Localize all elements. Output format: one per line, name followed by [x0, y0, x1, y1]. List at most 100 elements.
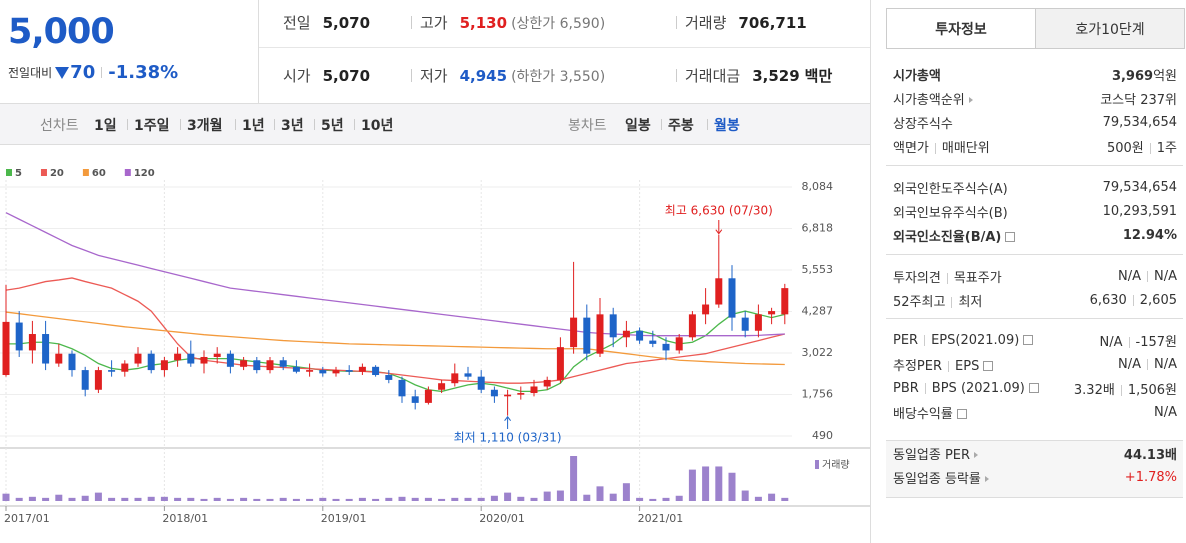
candle-button[interactable]: 주봉	[668, 118, 694, 134]
info-value: 6,630 2,605	[1090, 293, 1177, 308]
candle-body	[741, 317, 749, 331]
candle-body	[2, 321, 10, 376]
info-row: 동일업종 등락률 +1.78%	[893, 467, 1177, 487]
volume-bar	[2, 493, 10, 501]
value-part: N/A	[1118, 356, 1141, 372]
period-button[interactable]: 10년	[361, 118, 394, 134]
legend-swatch	[40, 169, 47, 176]
candle-button[interactable]: 일봉	[625, 118, 651, 134]
info-label[interactable]: 시가총액순위	[893, 89, 973, 108]
separator	[314, 119, 315, 130]
candle-body	[319, 370, 327, 374]
info-value: 79,534,654	[1102, 179, 1177, 195]
period-button[interactable]: 1년	[242, 118, 265, 134]
info-label[interactable]: 동일업종 PER	[893, 444, 979, 463]
tab[interactable]: 호가10단계	[1035, 8, 1185, 49]
volume-bar	[81, 495, 89, 501]
info-label: 배당수익률	[893, 403, 967, 422]
volume-bar	[253, 498, 261, 501]
stat: 시가 5,070	[283, 65, 370, 86]
value-part: 2,605	[1139, 292, 1177, 308]
value-part: 500원	[1106, 140, 1144, 156]
volume-bar	[200, 498, 208, 501]
volume-bar	[213, 497, 221, 501]
separator	[946, 272, 948, 284]
legend-swatch	[82, 169, 89, 176]
volume-bar	[28, 496, 36, 501]
candle-body	[556, 347, 564, 380]
period-button[interactable]: 3개월	[187, 118, 223, 134]
info-row: 외국인소진율(B/A) 12.94%	[893, 225, 1177, 245]
change-rate: -1.38%	[108, 62, 179, 83]
candle-body	[332, 370, 340, 374]
volume-bar	[187, 497, 195, 501]
stat-label: 거래대금	[685, 67, 741, 85]
candle-body	[226, 353, 234, 367]
change-box: 전일대비 70 -1.38%	[8, 62, 178, 83]
x-tick-label: 2021/01	[638, 512, 684, 525]
info-label: 액면가 매매단위	[893, 137, 990, 156]
period-button[interactable]: 1주일	[134, 118, 170, 134]
help-icon[interactable]	[983, 361, 994, 371]
volume-bar	[768, 493, 776, 501]
candle-body	[174, 353, 182, 361]
label-text[interactable]: 동일업종 PER	[893, 447, 971, 463]
value-part: 1주	[1156, 140, 1177, 156]
separator	[676, 16, 677, 29]
help-icon[interactable]	[1005, 232, 1016, 242]
arrow	[968, 97, 973, 103]
info-label: PBR BPS (2021.09)	[893, 381, 1039, 396]
y-tick-label: 5,553	[802, 263, 834, 276]
stat-note: (상한가 6,590)	[511, 16, 606, 32]
volume-bar	[94, 492, 102, 501]
info-row: PBR BPS (2021.09) 3.32배 1,506원	[893, 378, 1177, 398]
volume-bar	[702, 466, 710, 501]
separator	[707, 119, 708, 130]
stat: 거래량 706,711	[685, 12, 807, 33]
volume-bar	[728, 472, 736, 501]
separator	[1149, 142, 1151, 154]
change-label: 전일대비	[8, 66, 53, 80]
legend-label: 120	[134, 168, 155, 179]
label-part: PBR	[893, 380, 919, 396]
volume-bar	[160, 496, 168, 501]
candle-body	[688, 314, 696, 338]
info-value: 3,969억원	[1112, 65, 1177, 84]
volume-bar	[477, 497, 485, 501]
candle-body	[121, 363, 129, 372]
info-row: 액면가 매매단위 500원 1주	[893, 136, 1177, 156]
volume-bar	[570, 456, 578, 501]
candle-body	[372, 366, 380, 376]
info-row: 투자의견 목표주가 N/A N/A	[893, 266, 1177, 286]
label-text[interactable]: 시가총액순위	[893, 92, 965, 108]
candle-body	[609, 314, 617, 338]
arrow	[974, 452, 979, 458]
separator	[411, 16, 412, 29]
volume-bar	[55, 494, 63, 501]
info-row: PER EPS(2021.09) N/A -157원	[893, 330, 1177, 350]
help-icon[interactable]	[1023, 335, 1034, 345]
info-value: 500원 1주	[1107, 137, 1177, 156]
value-part: N/A	[1154, 268, 1177, 284]
period-button[interactable]: 1일	[94, 118, 117, 134]
legend-label: 60	[92, 168, 106, 179]
ma-line	[6, 310, 785, 393]
period-button[interactable]: 5년	[321, 118, 344, 134]
label-text[interactable]: 동일업종 등락률	[893, 471, 981, 487]
info-value: N/A -157원	[1100, 331, 1177, 350]
separator	[235, 119, 236, 130]
tab-active[interactable]: 투자정보	[886, 8, 1036, 49]
help-icon[interactable]	[1028, 383, 1039, 393]
low-annotation: 최저 1,110 (03/31)	[454, 431, 562, 445]
separator	[924, 382, 926, 394]
help-icon[interactable]	[956, 409, 967, 419]
y-tick-label: 8,084	[802, 180, 834, 193]
info-label[interactable]: 동일업종 등락률	[893, 468, 989, 487]
info-row: 배당수익률 N/A	[893, 402, 1177, 422]
period-button[interactable]: 3년	[281, 118, 304, 134]
volume-bar	[649, 498, 657, 501]
candle-button[interactable]: 월봉	[714, 118, 740, 134]
ma-line	[5, 212, 785, 337]
volume-bar	[279, 497, 287, 501]
label-part: 최저	[958, 294, 983, 310]
